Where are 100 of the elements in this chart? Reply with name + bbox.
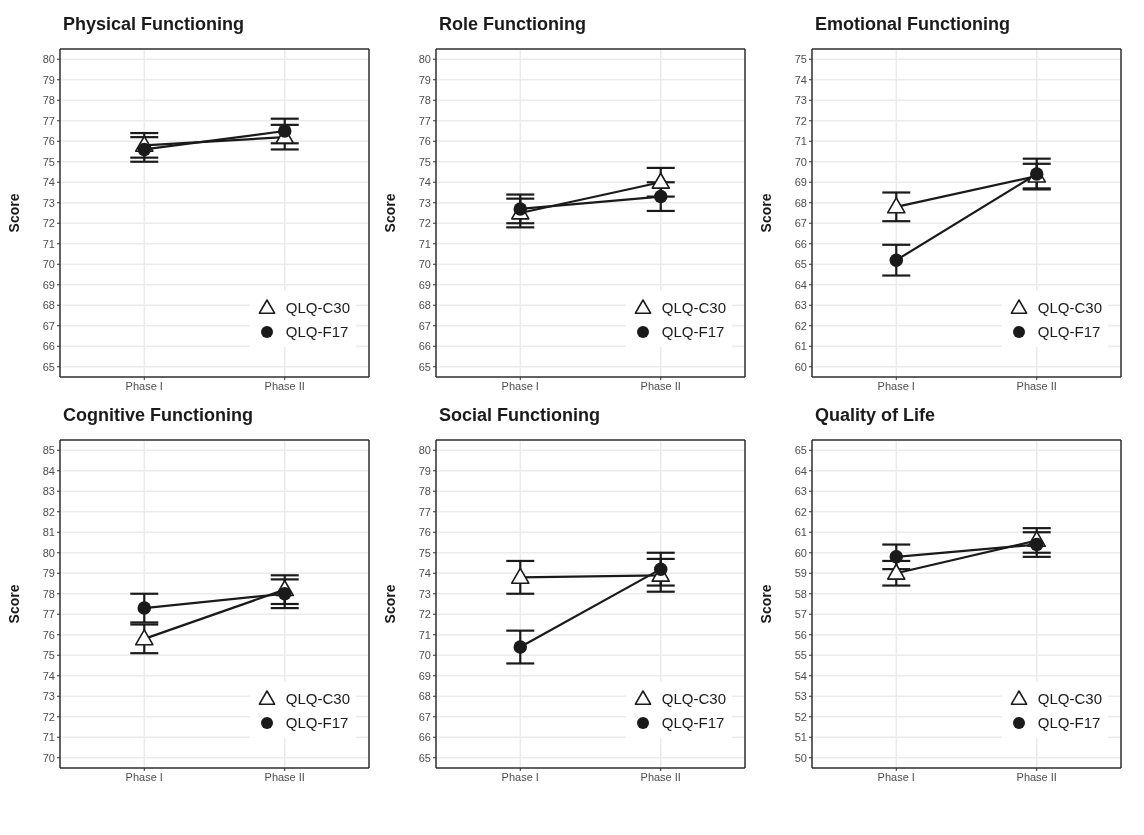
- y-tick-label: 84: [42, 464, 55, 477]
- y-tick-label: 74: [794, 73, 807, 86]
- y-tick-label: 67: [418, 710, 431, 723]
- y-tick-label: 69: [418, 278, 431, 291]
- y-tick-label: 60: [794, 546, 807, 559]
- x-tick-label: Phase I: [877, 770, 915, 783]
- y-tick-label: 70: [794, 155, 807, 168]
- chart-title: Role Functioning: [439, 14, 586, 35]
- legend-label: QLQ-C30: [661, 298, 726, 316]
- legend-label: QLQ-F17: [661, 322, 725, 340]
- legend-label: QLQ-C30: [1037, 298, 1102, 316]
- y-tick-label: 65: [418, 751, 431, 764]
- x-tick-label: Phase I: [125, 379, 163, 392]
- y-axis-title: Score: [5, 193, 22, 233]
- y-tick-label: 74: [418, 567, 431, 580]
- x-tick-label: Phase II: [1016, 379, 1057, 392]
- legend-label: QLQ-C30: [661, 689, 726, 707]
- x-tick-label: Phase I: [125, 770, 163, 783]
- y-tick-label: 66: [794, 237, 807, 250]
- y-axis-title: Score: [381, 193, 398, 233]
- y-tick-label: 55: [794, 649, 807, 662]
- y-tick-label: 79: [418, 464, 431, 477]
- y-tick-label: 75: [794, 53, 807, 66]
- y-tick-label: 57: [794, 608, 807, 621]
- y-tick-label: 72: [794, 114, 807, 127]
- y-axis-title: Score: [757, 584, 774, 624]
- y-tick-label: 51: [794, 731, 807, 744]
- y-tick-label: 69: [418, 669, 431, 682]
- y-tick-label: 68: [794, 196, 807, 209]
- x-tick-label: Phase II: [1016, 770, 1057, 783]
- legend-label: QLQ-C30: [285, 689, 350, 707]
- y-tick-label: 79: [42, 567, 55, 580]
- y-tick-label: 75: [418, 546, 431, 559]
- y-tick-label: 71: [42, 237, 55, 250]
- y-tick-label: 67: [42, 319, 55, 332]
- y-tick-label: 61: [794, 340, 807, 353]
- x-tick-label: Phase I: [501, 379, 539, 392]
- y-tick-label: 81: [42, 526, 55, 539]
- y-axis-title: Score: [5, 584, 22, 624]
- y-tick-label: 78: [42, 587, 55, 600]
- y-tick-label: 76: [42, 628, 55, 641]
- y-tick-label: 77: [418, 114, 431, 127]
- y-tick-label: 65: [42, 360, 55, 373]
- y-tick-label: 72: [42, 217, 55, 230]
- y-tick-label: 75: [42, 649, 55, 662]
- y-tick-label: 66: [418, 340, 431, 353]
- y-tick-label: 72: [418, 608, 431, 621]
- y-tick-label: 59: [794, 567, 807, 580]
- legend-label: QLQ-F17: [285, 322, 349, 340]
- y-tick-label: 78: [42, 94, 55, 107]
- y-tick-label: 68: [42, 299, 55, 312]
- chart-title: Physical Functioning: [63, 14, 245, 35]
- y-tick-label: 83: [42, 485, 55, 498]
- y-tick-label: 61: [794, 526, 807, 539]
- x-tick-label: Phase II: [640, 770, 681, 783]
- y-tick-label: 80: [418, 53, 431, 66]
- x-tick-label: Phase I: [877, 379, 915, 392]
- legend-label: QLQ-C30: [285, 298, 350, 316]
- y-tick-label: 71: [42, 731, 55, 744]
- y-tick-label: 68: [418, 299, 431, 312]
- y-tick-label: 65: [794, 444, 807, 457]
- y-tick-label: 79: [418, 73, 431, 86]
- y-tick-label: 58: [794, 587, 807, 600]
- legend-label: QLQ-F17: [661, 713, 725, 731]
- x-tick-label: Phase II: [640, 379, 681, 392]
- y-tick-label: 70: [42, 751, 55, 764]
- y-tick-label: 72: [42, 710, 55, 723]
- y-tick-label: 70: [42, 258, 55, 271]
- y-tick-label: 71: [418, 628, 431, 641]
- y-tick-label: 80: [42, 53, 55, 66]
- y-axis-title: Score: [757, 193, 774, 233]
- y-tick-label: 54: [794, 669, 807, 682]
- y-tick-label: 74: [42, 176, 55, 189]
- y-axis-title: Score: [381, 584, 398, 624]
- y-tick-label: 68: [418, 690, 431, 703]
- y-tick-label: 80: [418, 444, 431, 457]
- y-tick-label: 70: [418, 649, 431, 662]
- y-tick-label: 77: [418, 505, 431, 518]
- y-tick-label: 79: [42, 73, 55, 86]
- y-tick-label: 78: [418, 94, 431, 107]
- y-tick-label: 85: [42, 444, 55, 457]
- chart-title: Cognitive Functioning: [63, 405, 253, 426]
- y-tick-label: 66: [418, 731, 431, 744]
- y-tick-label: 82: [42, 505, 55, 518]
- legend-label: QLQ-F17: [1037, 713, 1101, 731]
- chart-title: Quality of Life: [815, 405, 936, 426]
- y-tick-label: 78: [418, 485, 431, 498]
- y-tick-label: 72: [418, 217, 431, 230]
- y-tick-label: 63: [794, 485, 807, 498]
- x-tick-label: Phase II: [264, 379, 305, 392]
- y-tick-label: 67: [794, 217, 807, 230]
- y-tick-label: 74: [418, 176, 431, 189]
- y-tick-label: 76: [418, 135, 431, 148]
- y-tick-label: 77: [42, 608, 55, 621]
- y-tick-label: 71: [794, 135, 807, 148]
- y-tick-label: 56: [794, 628, 807, 641]
- y-tick-label: 67: [418, 319, 431, 332]
- y-tick-label: 52: [794, 710, 807, 723]
- y-tick-label: 75: [418, 155, 431, 168]
- y-tick-label: 80: [42, 546, 55, 559]
